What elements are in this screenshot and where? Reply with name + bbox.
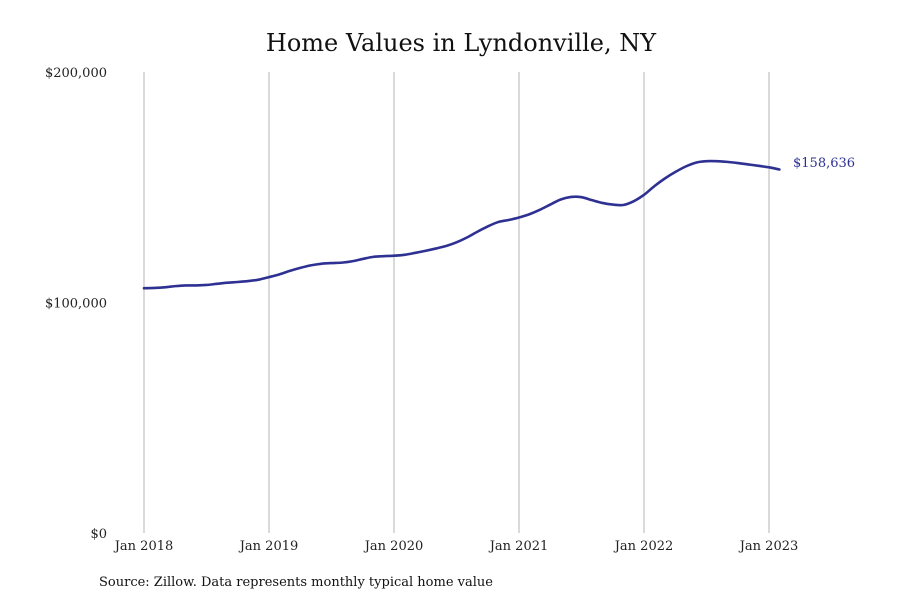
end-value-label: $158,636 xyxy=(793,156,855,171)
x-tick-label: Jan 2019 xyxy=(238,539,299,554)
home-value-line xyxy=(142,159,781,290)
axis-layer: Jan 2018 Jan 2019 Jan 2020 Jan 2021 Jan 2022… xyxy=(45,66,798,554)
series-layer xyxy=(142,159,781,290)
y-tick-label: $100,000 xyxy=(45,297,107,312)
x-tick-label: Jan 2018 xyxy=(113,539,174,554)
x-tick-label: Jan 2022 xyxy=(613,539,674,554)
x-tick-label: Jan 2021 xyxy=(488,539,549,554)
x-tick-label: Jan 2023 xyxy=(738,539,799,554)
y-tick-label: $0 xyxy=(90,527,107,542)
y-tick-label: $200,000 xyxy=(45,66,107,81)
chart-title: Home Values in Lyndonville, NY xyxy=(266,29,657,57)
source-note: Source: Zillow. Data represents monthly … xyxy=(99,575,493,590)
grid-layer xyxy=(143,72,770,533)
x-tick-label: Jan 2020 xyxy=(363,539,424,554)
